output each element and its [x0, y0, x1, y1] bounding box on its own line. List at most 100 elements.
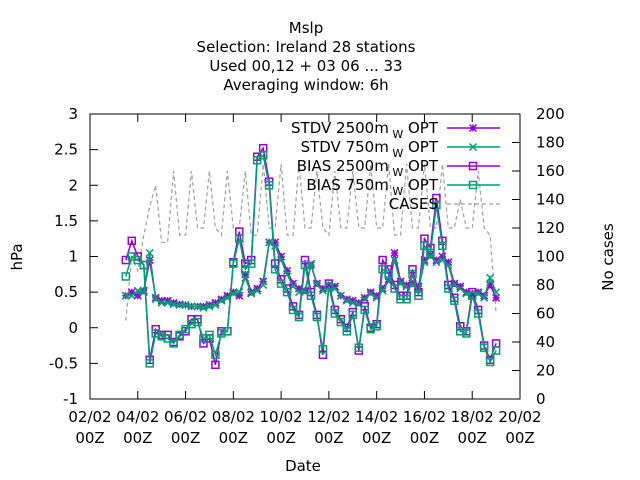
data-point — [456, 282, 465, 291]
x-tick-label: 08/02 — [212, 408, 255, 426]
data-point — [127, 236, 137, 246]
data-point — [348, 298, 357, 307]
y-tick-label: 3 — [68, 105, 78, 123]
legend-suffix: OPT — [403, 119, 439, 137]
y-tick-label: 2 — [68, 176, 78, 194]
y2-tick-label: 180 — [536, 134, 565, 152]
data-point — [444, 258, 453, 267]
legend-marker — [468, 180, 478, 190]
y2-tick-label: 140 — [536, 191, 565, 209]
data-point — [187, 319, 196, 329]
x-tick-label: 10/02 — [259, 408, 302, 426]
data-point — [247, 259, 256, 268]
data-point — [360, 293, 369, 302]
data-point — [378, 265, 387, 274]
data-point — [139, 260, 148, 270]
data-point — [265, 238, 274, 247]
data-point — [270, 265, 280, 274]
data-point — [384, 270, 393, 279]
data-point — [485, 357, 495, 367]
data-point — [336, 317, 346, 327]
y-tick-label: -1 — [63, 390, 78, 408]
data-point — [163, 334, 172, 343]
data-point — [450, 296, 459, 305]
title-line: Selection: Ireland 28 stations — [197, 38, 416, 56]
data-point — [211, 350, 220, 360]
data-point — [474, 288, 483, 297]
data-point — [205, 300, 214, 309]
data-point — [420, 241, 429, 251]
y2-tick-label: 120 — [536, 219, 565, 237]
data-point — [438, 252, 447, 261]
x-tick-label: 00Z — [75, 429, 104, 447]
data-point — [414, 291, 423, 300]
data-point — [121, 291, 130, 300]
y2-tick-label: 160 — [536, 162, 565, 180]
x-tick-label: 00Z — [410, 429, 439, 447]
data-point — [163, 298, 172, 307]
title-line: Averaging window: 6h — [223, 76, 388, 94]
data-point — [193, 317, 202, 327]
data-point — [432, 256, 441, 265]
data-point — [396, 295, 405, 304]
data-point — [348, 296, 357, 305]
data-point — [342, 296, 351, 305]
data-point — [456, 327, 465, 336]
data-point — [127, 288, 136, 297]
x-tick-label: 04/02 — [116, 408, 159, 426]
title-line: Mslp — [289, 19, 323, 37]
data-point — [133, 255, 143, 265]
data-point — [492, 293, 501, 302]
data-point — [133, 291, 142, 300]
chart-series — [121, 143, 501, 370]
data-point — [181, 324, 190, 334]
data-point — [324, 282, 334, 291]
data-point — [300, 260, 310, 270]
legend-suffix: OPT — [403, 157, 439, 175]
y2-tick-label: 80 — [536, 276, 555, 294]
data-point — [205, 330, 214, 340]
y2-tick-label: 20 — [536, 362, 555, 380]
data-point — [253, 286, 262, 295]
data-point — [492, 288, 501, 297]
y-tick-label: 0.5 — [54, 283, 78, 301]
data-point — [366, 288, 375, 297]
data-point — [252, 156, 262, 165]
data-point — [467, 291, 477, 300]
data-point — [408, 270, 417, 279]
data-point — [312, 280, 321, 290]
y2-tick-label: 40 — [536, 333, 555, 351]
x-tick-label: 00Z — [219, 429, 248, 447]
x-tick-label: 06/02 — [164, 408, 207, 426]
legend-name: STDV 750m — [301, 138, 389, 156]
data-point — [145, 359, 154, 368]
data-point — [133, 286, 142, 295]
y-tick-label: 1 — [68, 248, 78, 266]
legend-name: CASES — [389, 195, 438, 213]
y2-tick-label: 0 — [536, 390, 546, 408]
data-point — [145, 248, 154, 257]
legend-label: BIAS 2500m W OPT — [297, 157, 439, 179]
data-point — [276, 279, 286, 288]
data-point — [300, 255, 310, 265]
legend-label: BIAS 750m W OPT — [306, 176, 439, 198]
data-point — [211, 300, 220, 309]
data-point — [342, 295, 351, 304]
legend-sub: W — [389, 128, 403, 141]
x-tick-label: 00Z — [123, 429, 152, 447]
x-tick-label: 00Z — [458, 429, 487, 447]
y-tick-label: -0.5 — [49, 354, 78, 372]
data-point — [175, 300, 184, 309]
legend-name: BIAS 750m — [306, 176, 389, 194]
legend-name: STDV 2500m — [291, 119, 389, 137]
y-tick-label: 1.5 — [54, 212, 78, 230]
data-point — [342, 327, 352, 336]
data-point — [229, 288, 238, 297]
data-point — [354, 343, 363, 352]
y-tick-label: 2.5 — [54, 141, 78, 159]
x-tick-label: 18/02 — [451, 408, 494, 426]
data-point — [432, 258, 441, 267]
data-point — [211, 298, 220, 307]
x-axis-label: Date — [285, 457, 321, 475]
data-point — [181, 300, 190, 309]
